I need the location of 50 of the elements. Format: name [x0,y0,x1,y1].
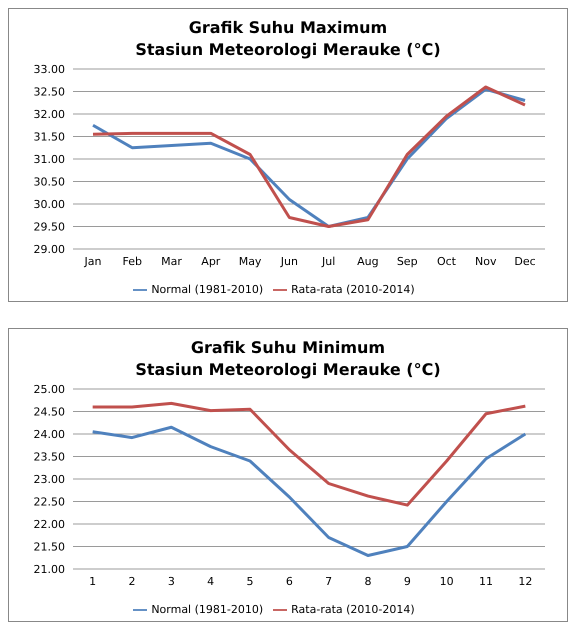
y-tick-label: 30.50 [34,175,65,188]
y-tick-label: 31.50 [34,130,65,144]
y-tick-label: 23.00 [34,472,65,486]
legend-label: Rata-rata (2010-2014) [291,603,415,616]
x-tick-label: 1 [89,574,96,588]
y-tick-label: 25.00 [34,382,65,396]
x-tick-label: Jan [84,254,102,268]
x-tick-label: Jun [280,254,298,268]
chart-title: Grafik Suhu Maximum Stasiun Meteorologi Merauke (°C) [134,17,442,61]
x-tick-label: 6 [286,574,293,588]
x-tick-label: Oct [436,254,457,268]
y-tick-label: 31.00 [34,152,65,166]
y-tick-label: 30.00 [34,198,65,211]
x-tick-label: 10 [440,574,454,588]
x-tick-label: Apr [201,254,221,268]
legend-label: Normal (1981-2010) [151,603,264,616]
line-series [91,426,527,557]
x-tick-label: Dec [514,254,536,268]
y-tick-label: 24.50 [34,405,65,418]
y-tick-label: 32.00 [34,108,65,121]
x-tick-label: 8 [364,574,372,588]
y-tick-label: 29.50 [34,220,65,234]
y-tick-label: 22.00 [34,518,65,531]
chart-title: Grafik Suhu Minimum Stasiun Meteorologi Merauke (°C) [134,337,442,381]
x-tick-label: 7 [325,574,332,588]
y-tick-label: 21.50 [34,540,65,554]
x-tick-label: Aug [357,254,379,268]
y-tick-label: 21.00 [34,562,65,576]
y-tick-label: 29.00 [34,242,65,256]
x-tick-label: 3 [168,574,175,588]
x-tick-label: 2 [128,574,136,588]
legend-label: Rata-rata (2010-2014) [291,283,415,296]
y-tick-label: 22.50 [34,495,65,508]
x-tick-label: 4 [207,574,214,588]
y-tick-label: 32.50 [34,85,65,98]
y-tick-label: 24.00 [34,428,65,441]
line-series [91,402,527,507]
x-tick-label: 9 [404,574,411,588]
x-tick-label: Feb [122,254,142,268]
y-tick-label: 33.00 [34,62,65,76]
x-tick-label: 5 [246,574,254,588]
x-tick-label: 11 [479,574,493,588]
legend-label: Normal (1981-2010) [151,283,264,296]
x-tick-label: Mar [161,254,182,268]
x-tick-label: May [238,254,262,268]
x-tick-label: Sep [396,254,418,268]
x-tick-label: 12 [518,574,532,588]
x-tick-label: Jul [320,254,336,268]
y-tick-label: 23.50 [34,450,65,464]
x-tick-label: Nov [474,254,497,268]
